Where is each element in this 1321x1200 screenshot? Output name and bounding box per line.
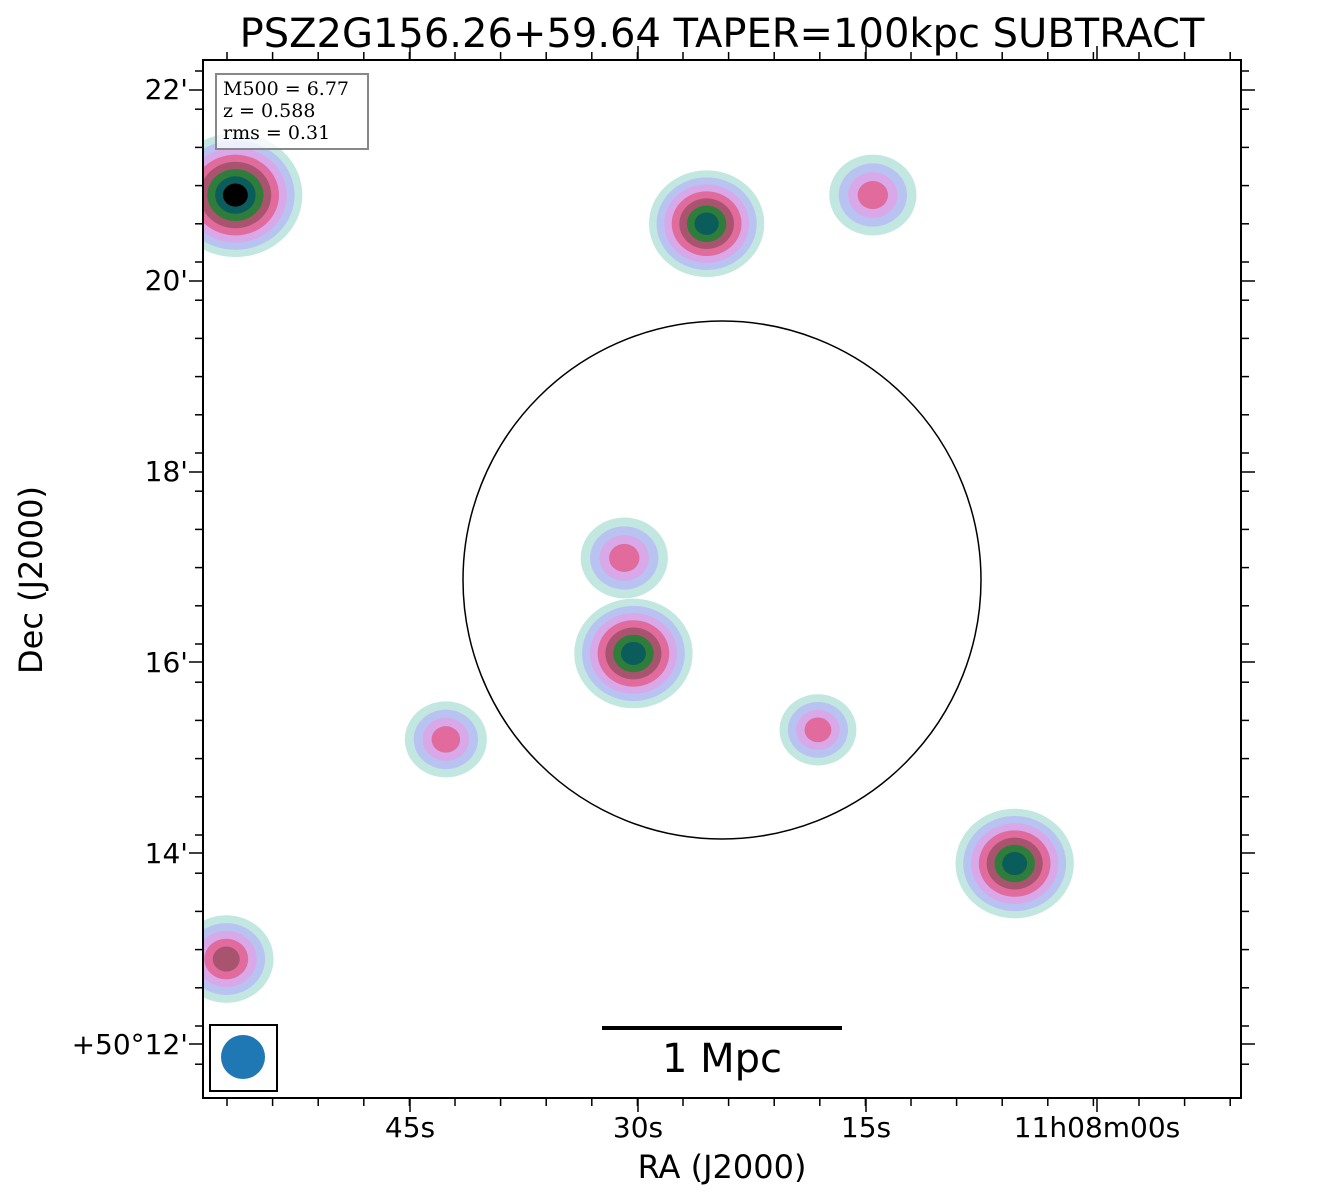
x-tick-label: 11h08m00s: [1014, 1111, 1181, 1144]
beam-box: [209, 1024, 278, 1092]
rms-label: rms = 0.31: [223, 122, 330, 144]
info-box: M500 = 6.77 z = 0.588 rms = 0.31: [215, 73, 369, 150]
central-source: [574, 598, 693, 709]
north-source: [648, 170, 765, 278]
m500-label: M500 = 6.77: [223, 78, 349, 100]
ne-blob: [829, 154, 917, 236]
y-tick-label: 16': [145, 646, 188, 679]
sw-blob: [404, 701, 487, 778]
beam-ellipse: [221, 1035, 265, 1079]
axis-ticks: [189, 46, 1255, 1112]
east-source: [955, 808, 1074, 919]
sw-edge-source: [203, 915, 274, 1003]
emission-contour: [222, 183, 248, 207]
y-tick-label: 18': [145, 455, 188, 488]
chart-title: PSZ2G156.26+59.64 TAPER=100kpc SUBTRACT: [240, 11, 1205, 57]
emission-contour: [620, 641, 646, 665]
radio-map: [203, 60, 1241, 1098]
plot-frame: [202, 59, 1242, 1099]
x-axis-label: RA (J2000): [638, 1148, 807, 1186]
redshift-label: z = 0.588: [223, 100, 315, 122]
x-tick-label: 45s: [385, 1111, 435, 1144]
x-tick-label: 30s: [613, 1111, 663, 1144]
emission-layer: [203, 133, 1074, 1003]
emission-contour: [694, 212, 719, 235]
emission-contour: [804, 717, 832, 743]
y-tick-label: +50°12': [72, 1028, 188, 1061]
r500-circle: [462, 320, 982, 840]
emission-contour: [857, 180, 889, 210]
nw-bright-source: [203, 133, 303, 258]
x-tick-label: 15s: [841, 1111, 891, 1144]
y-axis-label: Dec (J2000): [12, 486, 50, 674]
y-tick-label: 20': [145, 264, 188, 297]
scale-bar: 1 Mpc: [602, 1026, 842, 1082]
emission-contour: [212, 946, 240, 972]
south-blob: [779, 694, 857, 766]
emission-contour: [609, 543, 640, 573]
emission-contour: [1002, 852, 1028, 876]
y-tick-label: 22': [145, 73, 188, 106]
emission-contour: [431, 726, 461, 753]
y-tick-label: 14': [145, 837, 188, 870]
scale-bar-label: 1 Mpc: [662, 1036, 782, 1082]
info-box-frame: [215, 73, 369, 150]
central-upper: [580, 517, 668, 599]
